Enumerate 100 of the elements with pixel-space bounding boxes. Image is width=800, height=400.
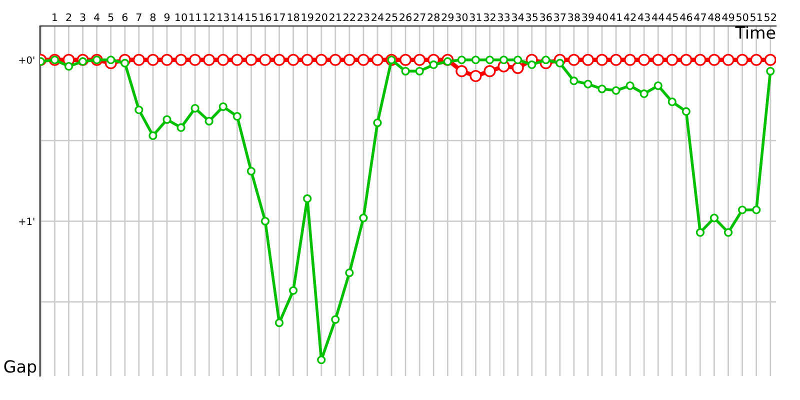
x-tick-label: 17 — [274, 13, 285, 22]
point — [274, 318, 284, 328]
point — [218, 102, 228, 111]
x-tick-label: 36 — [540, 13, 552, 22]
point — [78, 57, 88, 66]
point — [612, 86, 620, 95]
x-tick-label: 26 — [400, 13, 412, 22]
x-tick-label: 50 — [736, 13, 748, 22]
point — [457, 56, 466, 64]
point — [204, 116, 214, 126]
x-tick-label: 3 — [80, 13, 86, 22]
point — [317, 356, 326, 364]
point — [752, 206, 761, 214]
point — [485, 56, 494, 64]
point — [682, 107, 690, 116]
x-tick-label: 15 — [246, 13, 257, 22]
x-axis-title: Time — [735, 26, 776, 39]
point — [470, 70, 482, 82]
point — [246, 166, 256, 176]
point — [231, 54, 244, 66]
x-tick-label: 7 — [136, 13, 142, 22]
x-tick-label: 23 — [358, 13, 370, 22]
point — [203, 54, 216, 66]
point — [371, 54, 384, 66]
x-tick-label: 9 — [164, 13, 170, 22]
x-tick-label: 33 — [498, 13, 510, 22]
point — [303, 194, 312, 203]
point — [764, 54, 776, 66]
point — [414, 54, 426, 66]
x-tick-label: 31 — [470, 13, 482, 22]
point — [750, 54, 762, 66]
point — [232, 112, 242, 121]
point — [400, 54, 412, 66]
point — [217, 54, 230, 66]
x-tick-label: 51 — [750, 13, 762, 22]
x-tick-label: 47 — [694, 13, 706, 22]
point — [484, 65, 496, 78]
point — [694, 54, 706, 66]
point — [722, 54, 734, 66]
point — [401, 66, 410, 76]
x-tick-label: 14 — [232, 13, 244, 22]
x-tick-label: 11 — [190, 13, 201, 22]
x-tick-label: 10 — [176, 13, 187, 22]
point — [626, 81, 634, 90]
point — [570, 76, 578, 86]
x-tick-label: 21 — [330, 13, 342, 22]
point — [357, 54, 370, 66]
point — [245, 54, 258, 66]
point — [596, 54, 608, 66]
point — [654, 81, 662, 90]
y-tick-label: +0' — [19, 56, 34, 64]
point — [640, 89, 648, 98]
point — [415, 66, 424, 76]
x-tick-label: 39 — [582, 13, 594, 22]
x-tick-label: 30 — [456, 13, 468, 22]
point — [652, 54, 664, 66]
x-tick-label: 42 — [624, 13, 636, 22]
point — [638, 54, 650, 66]
x-tick-label: 52 — [764, 13, 776, 22]
point — [260, 216, 270, 226]
point — [132, 54, 145, 66]
point — [710, 214, 719, 222]
y-tick-label: +1' — [19, 218, 34, 225]
point — [331, 315, 340, 324]
point — [359, 214, 368, 222]
point — [287, 54, 300, 66]
x-tick-label: 18 — [288, 13, 300, 22]
point — [162, 115, 172, 124]
point — [624, 54, 636, 66]
point — [429, 60, 438, 70]
y-axis-title: Gap — [4, 360, 36, 376]
x-tick-label: 5 — [108, 13, 114, 22]
x-tick-label: 49 — [722, 13, 734, 22]
point — [345, 268, 354, 278]
point — [512, 62, 524, 74]
x-tick-label: 46 — [680, 13, 692, 22]
x-tick-label: 43 — [638, 13, 650, 22]
point — [273, 54, 286, 66]
x-tick-label: 37 — [554, 13, 566, 22]
point — [146, 54, 160, 66]
x-tick-label: 40 — [596, 13, 608, 22]
x-tick-label: 6 — [122, 13, 128, 22]
point — [64, 62, 74, 71]
point — [148, 131, 158, 140]
x-tick-label: 24 — [372, 13, 384, 22]
point — [259, 54, 272, 66]
x-tick-label: 44 — [652, 13, 664, 22]
x-tick-label: 45 — [666, 13, 678, 22]
point — [568, 54, 580, 66]
point — [610, 54, 622, 66]
x-tick-label: 8 — [150, 13, 156, 22]
point — [582, 54, 594, 66]
x-tick-label: 35 — [526, 13, 538, 22]
x-tick-label: 28 — [428, 13, 440, 22]
x-tick-label: 34 — [512, 13, 524, 22]
point — [301, 54, 314, 66]
x-tick-label: 22 — [344, 13, 355, 22]
x-tick-label: 12 — [204, 13, 215, 22]
point — [666, 54, 678, 66]
point — [174, 54, 188, 66]
